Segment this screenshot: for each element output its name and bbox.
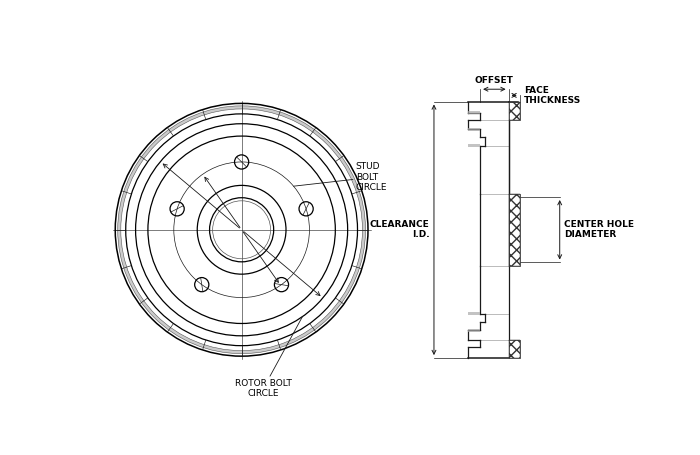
Bar — [509, 339, 519, 358]
Polygon shape — [118, 106, 365, 354]
Bar — [509, 194, 519, 266]
Bar — [468, 312, 480, 315]
Text: ROTOR BOLT
CIRCLE: ROTOR BOLT CIRCLE — [234, 317, 302, 399]
Text: FACE
THICKNESS: FACE THICKNESS — [524, 86, 581, 105]
Text: CLEARANCE
I.D.: CLEARANCE I.D. — [370, 220, 430, 239]
Text: CENTER HOLE
DIAMETER: CENTER HOLE DIAMETER — [564, 220, 634, 239]
Bar — [509, 194, 519, 266]
Bar — [468, 111, 480, 114]
Bar — [468, 128, 480, 131]
Bar — [468, 144, 480, 147]
Text: STUD
BOLT
CIRCLE: STUD BOLT CIRCLE — [293, 162, 387, 192]
Text: OFFSET: OFFSET — [475, 76, 514, 85]
Bar — [509, 101, 519, 120]
Bar — [468, 329, 480, 332]
Bar — [509, 339, 519, 358]
Bar — [509, 101, 519, 120]
